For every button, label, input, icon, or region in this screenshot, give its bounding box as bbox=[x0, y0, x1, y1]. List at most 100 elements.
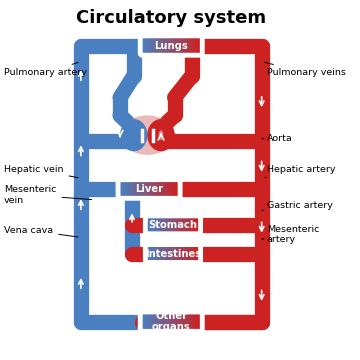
Bar bbox=[162, 38, 163, 53]
Text: Vena cava: Vena cava bbox=[4, 226, 78, 237]
Bar bbox=[186, 38, 188, 53]
Bar bbox=[136, 182, 138, 196]
Bar bbox=[169, 38, 170, 53]
Bar bbox=[147, 182, 148, 196]
Bar bbox=[132, 182, 133, 196]
Bar bbox=[153, 314, 154, 329]
Bar bbox=[159, 182, 161, 196]
Bar bbox=[188, 218, 190, 231]
Bar bbox=[184, 218, 185, 231]
Bar bbox=[155, 38, 157, 53]
Bar bbox=[199, 314, 201, 329]
Text: Aorta: Aorta bbox=[262, 134, 293, 143]
Bar bbox=[166, 182, 168, 196]
Bar bbox=[177, 38, 179, 53]
Bar bbox=[150, 314, 152, 329]
Bar bbox=[133, 182, 134, 196]
Bar bbox=[198, 38, 199, 53]
Bar bbox=[175, 38, 176, 53]
Bar bbox=[153, 218, 154, 231]
Bar bbox=[154, 218, 156, 231]
Bar bbox=[171, 314, 173, 329]
Bar bbox=[163, 314, 165, 329]
Bar bbox=[169, 218, 170, 231]
Bar bbox=[167, 247, 168, 260]
Bar bbox=[188, 38, 189, 53]
Bar bbox=[198, 218, 199, 231]
Bar bbox=[178, 314, 180, 329]
Bar bbox=[121, 182, 123, 196]
Bar bbox=[192, 218, 194, 231]
Bar bbox=[147, 314, 148, 329]
Bar bbox=[150, 218, 152, 231]
Bar bbox=[174, 38, 175, 53]
Text: Mesenteric
vein: Mesenteric vein bbox=[4, 185, 92, 205]
Bar bbox=[161, 314, 162, 329]
Bar bbox=[122, 182, 124, 196]
Bar bbox=[170, 314, 172, 329]
Bar bbox=[180, 247, 181, 260]
Bar bbox=[149, 182, 150, 196]
Bar bbox=[158, 247, 159, 260]
Bar bbox=[164, 247, 165, 260]
Bar bbox=[182, 247, 184, 260]
Bar bbox=[150, 182, 152, 196]
Bar bbox=[168, 218, 169, 231]
Bar bbox=[182, 218, 184, 231]
Bar bbox=[153, 182, 154, 196]
Bar bbox=[123, 182, 125, 196]
Bar bbox=[146, 38, 147, 53]
Bar bbox=[158, 218, 159, 231]
Bar bbox=[179, 218, 180, 231]
Bar bbox=[186, 247, 188, 260]
Bar bbox=[174, 314, 175, 329]
Bar bbox=[159, 247, 161, 260]
Bar bbox=[184, 247, 185, 260]
Bar bbox=[149, 314, 151, 329]
Bar bbox=[142, 182, 144, 196]
Bar bbox=[173, 247, 174, 260]
Bar bbox=[177, 218, 179, 231]
Bar bbox=[157, 247, 158, 260]
Bar bbox=[147, 247, 149, 260]
Bar bbox=[149, 38, 151, 53]
Bar bbox=[198, 314, 199, 329]
Bar bbox=[126, 182, 127, 196]
Bar bbox=[176, 38, 177, 53]
Bar bbox=[180, 314, 182, 329]
Bar bbox=[194, 247, 196, 260]
Bar bbox=[153, 247, 154, 260]
Bar bbox=[154, 182, 155, 196]
Bar bbox=[166, 247, 167, 260]
Bar bbox=[168, 38, 169, 53]
Bar bbox=[185, 314, 187, 329]
Bar bbox=[170, 218, 171, 231]
Bar bbox=[187, 247, 189, 260]
Text: Other
organs: Other organs bbox=[152, 311, 191, 332]
Bar bbox=[183, 38, 184, 53]
Bar bbox=[153, 38, 154, 53]
Bar bbox=[159, 218, 161, 231]
Bar bbox=[176, 218, 177, 231]
Bar bbox=[181, 247, 183, 260]
Bar bbox=[155, 182, 156, 196]
Bar bbox=[152, 38, 153, 53]
Bar bbox=[148, 38, 149, 53]
Bar bbox=[194, 314, 196, 329]
Bar bbox=[190, 38, 191, 53]
Bar bbox=[170, 182, 171, 196]
Bar bbox=[167, 218, 168, 231]
Bar bbox=[161, 247, 162, 260]
Bar bbox=[171, 247, 172, 260]
Bar bbox=[150, 247, 152, 260]
Bar bbox=[172, 38, 174, 53]
Bar bbox=[154, 247, 156, 260]
Bar bbox=[197, 314, 198, 329]
Bar bbox=[163, 38, 165, 53]
Bar bbox=[193, 38, 195, 53]
Bar bbox=[149, 218, 151, 231]
Bar bbox=[156, 218, 157, 231]
Bar bbox=[192, 38, 194, 53]
Bar bbox=[186, 218, 188, 231]
Bar bbox=[148, 247, 150, 260]
